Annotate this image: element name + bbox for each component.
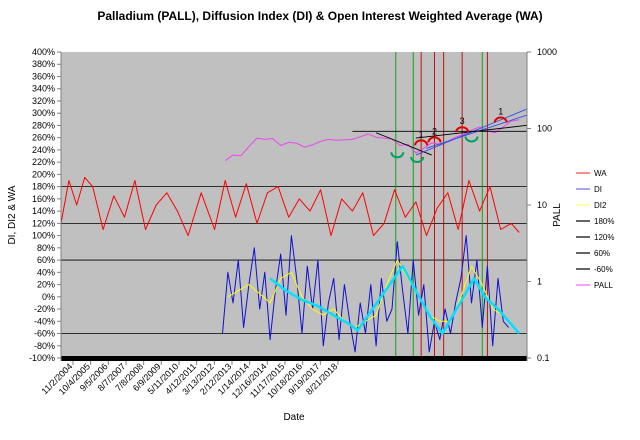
y-tick-label: 20% <box>37 280 55 290</box>
top-arc-marker <box>427 136 442 143</box>
series-layer <box>60 119 521 353</box>
y2-tick-label: 0.1 <box>537 353 550 363</box>
top-arc-marker <box>455 126 470 133</box>
legend-label: 120% <box>594 233 614 242</box>
y-tick-label: 80% <box>37 243 55 253</box>
bottom-arc-marker <box>390 152 405 159</box>
legend-label: DI <box>594 185 602 194</box>
x-axis-label: Date <box>283 412 305 423</box>
y-tick-label: -80% <box>34 341 55 351</box>
y-tick-label: -100% <box>29 353 55 363</box>
bottom-band <box>61 356 527 361</box>
top-arc-marker <box>414 139 429 146</box>
series-line-di2-trend <box>269 264 521 335</box>
y-tick-label: 140% <box>32 206 55 216</box>
plot-area <box>61 52 527 358</box>
y-tick-label: 260% <box>32 133 55 143</box>
trend-line <box>415 124 528 139</box>
arc-marker-label: 1 <box>419 129 424 139</box>
y2-axis-label: PALL <box>552 203 563 227</box>
y-tick-label: 220% <box>32 157 55 167</box>
y2-tick-label: 100 <box>537 124 552 134</box>
y-tick-label: 200% <box>32 169 55 179</box>
arc-marker-label: 3 <box>460 116 465 126</box>
y2-tick-label: 10 <box>537 200 547 210</box>
y-tick-label: 60% <box>37 255 55 265</box>
y-tick-label: 380% <box>32 59 55 69</box>
y-tick-label: 120% <box>32 218 55 228</box>
y-tick-label: 280% <box>32 120 55 130</box>
y2-tick-label: 1 <box>537 277 542 287</box>
reference-lines-layer <box>61 186 527 334</box>
y-tick-label: 40% <box>37 267 55 277</box>
legend: WA DI DI2 180% 120% 60% -60% PALL <box>576 169 614 290</box>
trend-lines-layer <box>352 108 528 156</box>
legend-label: DI2 <box>594 201 607 210</box>
y-tick-label: 240% <box>32 145 55 155</box>
y-tick-label: 180% <box>32 182 55 192</box>
y-tick-label: 320% <box>32 96 55 106</box>
series-line-di <box>222 235 509 353</box>
y-tick-label: 400% <box>32 47 55 57</box>
series-line-wa <box>60 177 520 237</box>
y-tick-label: -40% <box>34 316 55 326</box>
trend-line <box>426 114 528 149</box>
legend-label: WA <box>594 169 607 178</box>
y-axis-label: DI, DI2 & WA <box>7 185 18 244</box>
arc-marker-label: 2 <box>432 126 437 136</box>
arc-marker-label: 1 <box>498 107 503 117</box>
y-tick-label: 300% <box>32 108 55 118</box>
y-tick-label: 160% <box>32 194 55 204</box>
legend-label: 180% <box>594 217 614 226</box>
y-tick-label: 0% <box>42 292 55 302</box>
trend-line <box>375 132 432 156</box>
legend-label: 60% <box>594 249 610 258</box>
y-tick-label: -20% <box>34 304 55 314</box>
arc-markers-layer: 1 231 <box>390 107 508 163</box>
y-tick-label: 340% <box>32 84 55 94</box>
chart-title: Palladium (PALL), Diffusion Index (DI) &… <box>97 9 542 23</box>
y-tick-label: -60% <box>34 329 55 339</box>
y2-tick-label: 1000 <box>537 47 557 57</box>
y-tick-label: 360% <box>32 71 55 81</box>
legend-label: PALL <box>594 281 614 290</box>
bottom-arc-marker <box>464 136 479 143</box>
y-tick-label: 100% <box>32 231 55 241</box>
top-arc-marker <box>493 116 508 123</box>
bottom-arc-marker <box>410 156 425 163</box>
series-line-di2 <box>227 259 504 328</box>
legend-label: -60% <box>594 265 613 274</box>
